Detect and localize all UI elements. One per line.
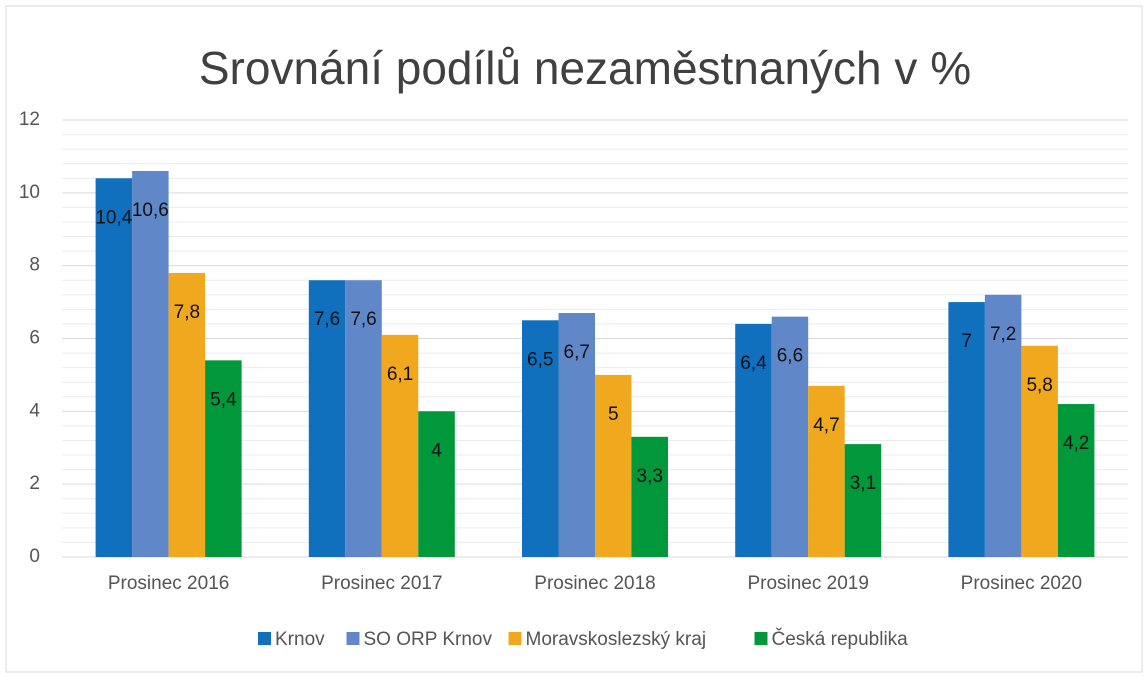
data-label: 4,7	[813, 415, 839, 436]
bar	[1057, 404, 1095, 557]
x-tick-label: Prosinec 2018	[534, 573, 655, 594]
legend-swatch	[754, 632, 768, 645]
data-label: 6,6	[777, 346, 803, 367]
data-label: 10,6	[132, 200, 169, 221]
bar	[595, 374, 632, 557]
data-label: 7,6	[314, 309, 340, 330]
x-tick-label: Prosinec 2020	[961, 573, 1082, 594]
bar	[631, 436, 668, 557]
y-tick-label: 12	[19, 109, 40, 130]
y-tick-label: 8	[29, 255, 40, 276]
data-label: 10,4	[95, 207, 132, 228]
data-label: 6,1	[387, 364, 413, 385]
bar	[984, 294, 1022, 557]
bar	[308, 280, 346, 557]
bar	[808, 385, 845, 557]
bar	[735, 323, 772, 557]
y-tick-label: 0	[29, 546, 40, 567]
data-label: 6,7	[564, 342, 590, 363]
bar	[95, 178, 133, 557]
legend-label: SO ORP Krnov	[364, 629, 493, 650]
x-tick-label: Prosinec 2017	[321, 573, 442, 594]
bar	[771, 316, 809, 557]
chart-title: Srovnání podílů nezaměstnaných v %	[199, 42, 971, 94]
data-label: 5,4	[210, 389, 237, 410]
legend-label: Česká republika	[772, 628, 909, 650]
bar	[418, 411, 455, 557]
bar	[381, 334, 419, 557]
data-label: 4,2	[1063, 433, 1089, 454]
legend-label: Krnov	[275, 629, 325, 650]
legend-swatch	[258, 632, 271, 645]
legend-swatch	[346, 632, 360, 645]
y-tick-label: 2	[29, 473, 40, 494]
bar	[522, 320, 559, 557]
y-tick-label: 6	[29, 328, 40, 349]
data-label: 7,6	[350, 309, 376, 330]
bar	[205, 360, 242, 557]
data-label: 6,5	[527, 349, 553, 370]
bar	[844, 444, 882, 557]
data-label: 7,2	[990, 324, 1016, 345]
data-label: 4	[431, 440, 442, 461]
data-label: 6,4	[740, 353, 767, 374]
x-tick-label: Prosinec 2019	[747, 573, 868, 594]
data-label: 3,1	[850, 473, 876, 494]
legend-label: Moravskoslezský kraj	[526, 629, 707, 650]
x-tick-label: Prosinec 2016	[108, 573, 229, 594]
data-label: 3,3	[637, 466, 663, 487]
bar	[345, 280, 382, 557]
legend-swatch	[508, 632, 522, 645]
data-label: 7,8	[174, 302, 200, 323]
bar	[558, 313, 595, 557]
bar	[132, 170, 169, 557]
bar	[168, 272, 206, 557]
data-label: 7	[961, 331, 972, 352]
data-label: 5,8	[1026, 375, 1052, 396]
y-tick-label: 4	[29, 400, 40, 421]
bar	[1021, 345, 1058, 557]
data-label: 5	[608, 404, 619, 425]
bar	[948, 302, 985, 557]
y-tick-label: 10	[19, 182, 40, 203]
